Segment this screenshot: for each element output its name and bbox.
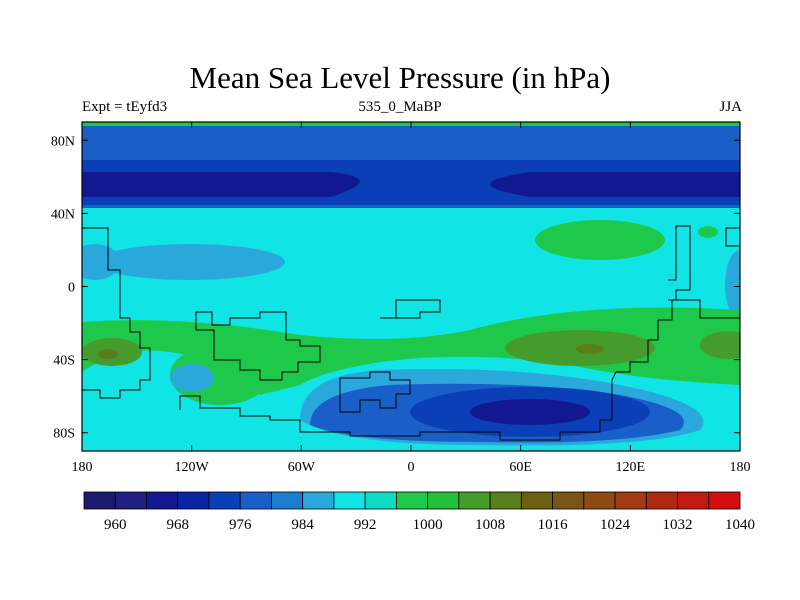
colorbar-swatch (208, 491, 241, 510)
field-tropic-patch-east (725, 250, 740, 320)
colorbar-swatch (146, 491, 179, 510)
lon-tick-label: 120E (616, 460, 646, 475)
lon-tick-label: 60W (288, 460, 316, 475)
lon-tick-label: 180 (72, 460, 93, 475)
field-north-band-968 (82, 172, 360, 197)
field-north-band-968b (490, 172, 740, 197)
colorbar-swatch (552, 491, 585, 510)
land-outline-antarctic-ring (179, 395, 210, 410)
colorbar-swatch (271, 491, 304, 510)
colorbar-label: 1040 (725, 517, 755, 533)
colorbar-swatch (458, 491, 491, 510)
lon-axis: 180 120W 60W 0 60E 120E 180 (72, 122, 751, 475)
colorbar-swatch (177, 491, 210, 510)
land-outline-southern-block (658, 299, 740, 321)
experiment-label: Expt = tEyfd3 (82, 99, 168, 115)
lon-tick-label: 120W (175, 460, 210, 475)
colorbar-label: 960 (104, 517, 127, 533)
colorbar: 960 968 976 984 992 1000 1008 1016 1024 1032 1040 (83, 491, 755, 533)
colorbar-label: 1032 (663, 517, 693, 533)
lat-axis: 80N 40N 0 40S 80S (51, 134, 740, 442)
colorbar-swatch (364, 491, 397, 510)
colorbar-label: 1000 (413, 517, 443, 533)
lat-tick-label: 40S (53, 354, 75, 369)
colorbar-swatch (302, 491, 335, 510)
period-label: 535_0_MaBP (358, 99, 442, 115)
land-outline-antarctic-east (339, 371, 411, 413)
colorbar-swatch (520, 491, 553, 510)
colorbar-label: 1008 (475, 517, 505, 533)
colorbar-label: 992 (354, 517, 377, 533)
colorbar-swatch (489, 491, 522, 510)
field-south-low-960 (470, 399, 590, 425)
colorbar-swatch (614, 491, 647, 510)
colorbar-swatch (83, 491, 116, 510)
land-outline-antarctic-west (210, 371, 617, 441)
pressure-field (82, 122, 740, 451)
lat-tick-label: 40N (51, 207, 75, 222)
field-south-high-east-core (576, 344, 604, 354)
colorbar-swatch (427, 491, 460, 510)
land-outline (82, 225, 740, 441)
lon-tick-label: 0 (408, 460, 415, 475)
colorbar-label: 1024 (600, 517, 631, 533)
field-tropic-patch-west (82, 244, 120, 280)
colorbar-label: 984 (291, 517, 314, 533)
land-outline-asia (616, 320, 659, 373)
field-south-high-west-core (98, 349, 118, 359)
land-outline-africa (195, 311, 321, 381)
land-outline-desert (380, 299, 441, 319)
field-south-low-eddy (170, 364, 214, 392)
land-outline-east-coast (725, 227, 740, 247)
land-outline-americas (82, 227, 151, 399)
lon-tick-label: 60E (509, 460, 532, 475)
season-label: JJA (719, 99, 742, 115)
colorbar-swatch (239, 491, 272, 510)
field-south-high-far-east (700, 331, 740, 359)
colorbar-label: 976 (229, 517, 252, 533)
colorbar-swatch (583, 491, 616, 510)
land-outline-pacific-east (668, 225, 691, 301)
colorbar-swatch (645, 491, 678, 510)
colorbar-swatch (333, 491, 366, 510)
lat-tick-label: 0 (68, 281, 75, 296)
chart-title: Mean Sea Level Pressure (in hPa) (189, 60, 611, 95)
lat-tick-label: 80N (51, 134, 75, 149)
colorbar-swatch (677, 491, 710, 510)
colorbar-swatch (708, 491, 741, 510)
lon-tick-label: 180 (730, 460, 751, 475)
colorbar-swatch (114, 491, 147, 510)
field-north-high-small (698, 226, 718, 238)
colorbar-swatch (395, 491, 429, 510)
colorbar-label: 1016 (538, 517, 569, 533)
colorbar-label: 968 (166, 517, 189, 533)
field-tropic-patch (95, 244, 285, 280)
field-north-high (535, 220, 665, 260)
lat-tick-label: 80S (53, 427, 75, 442)
